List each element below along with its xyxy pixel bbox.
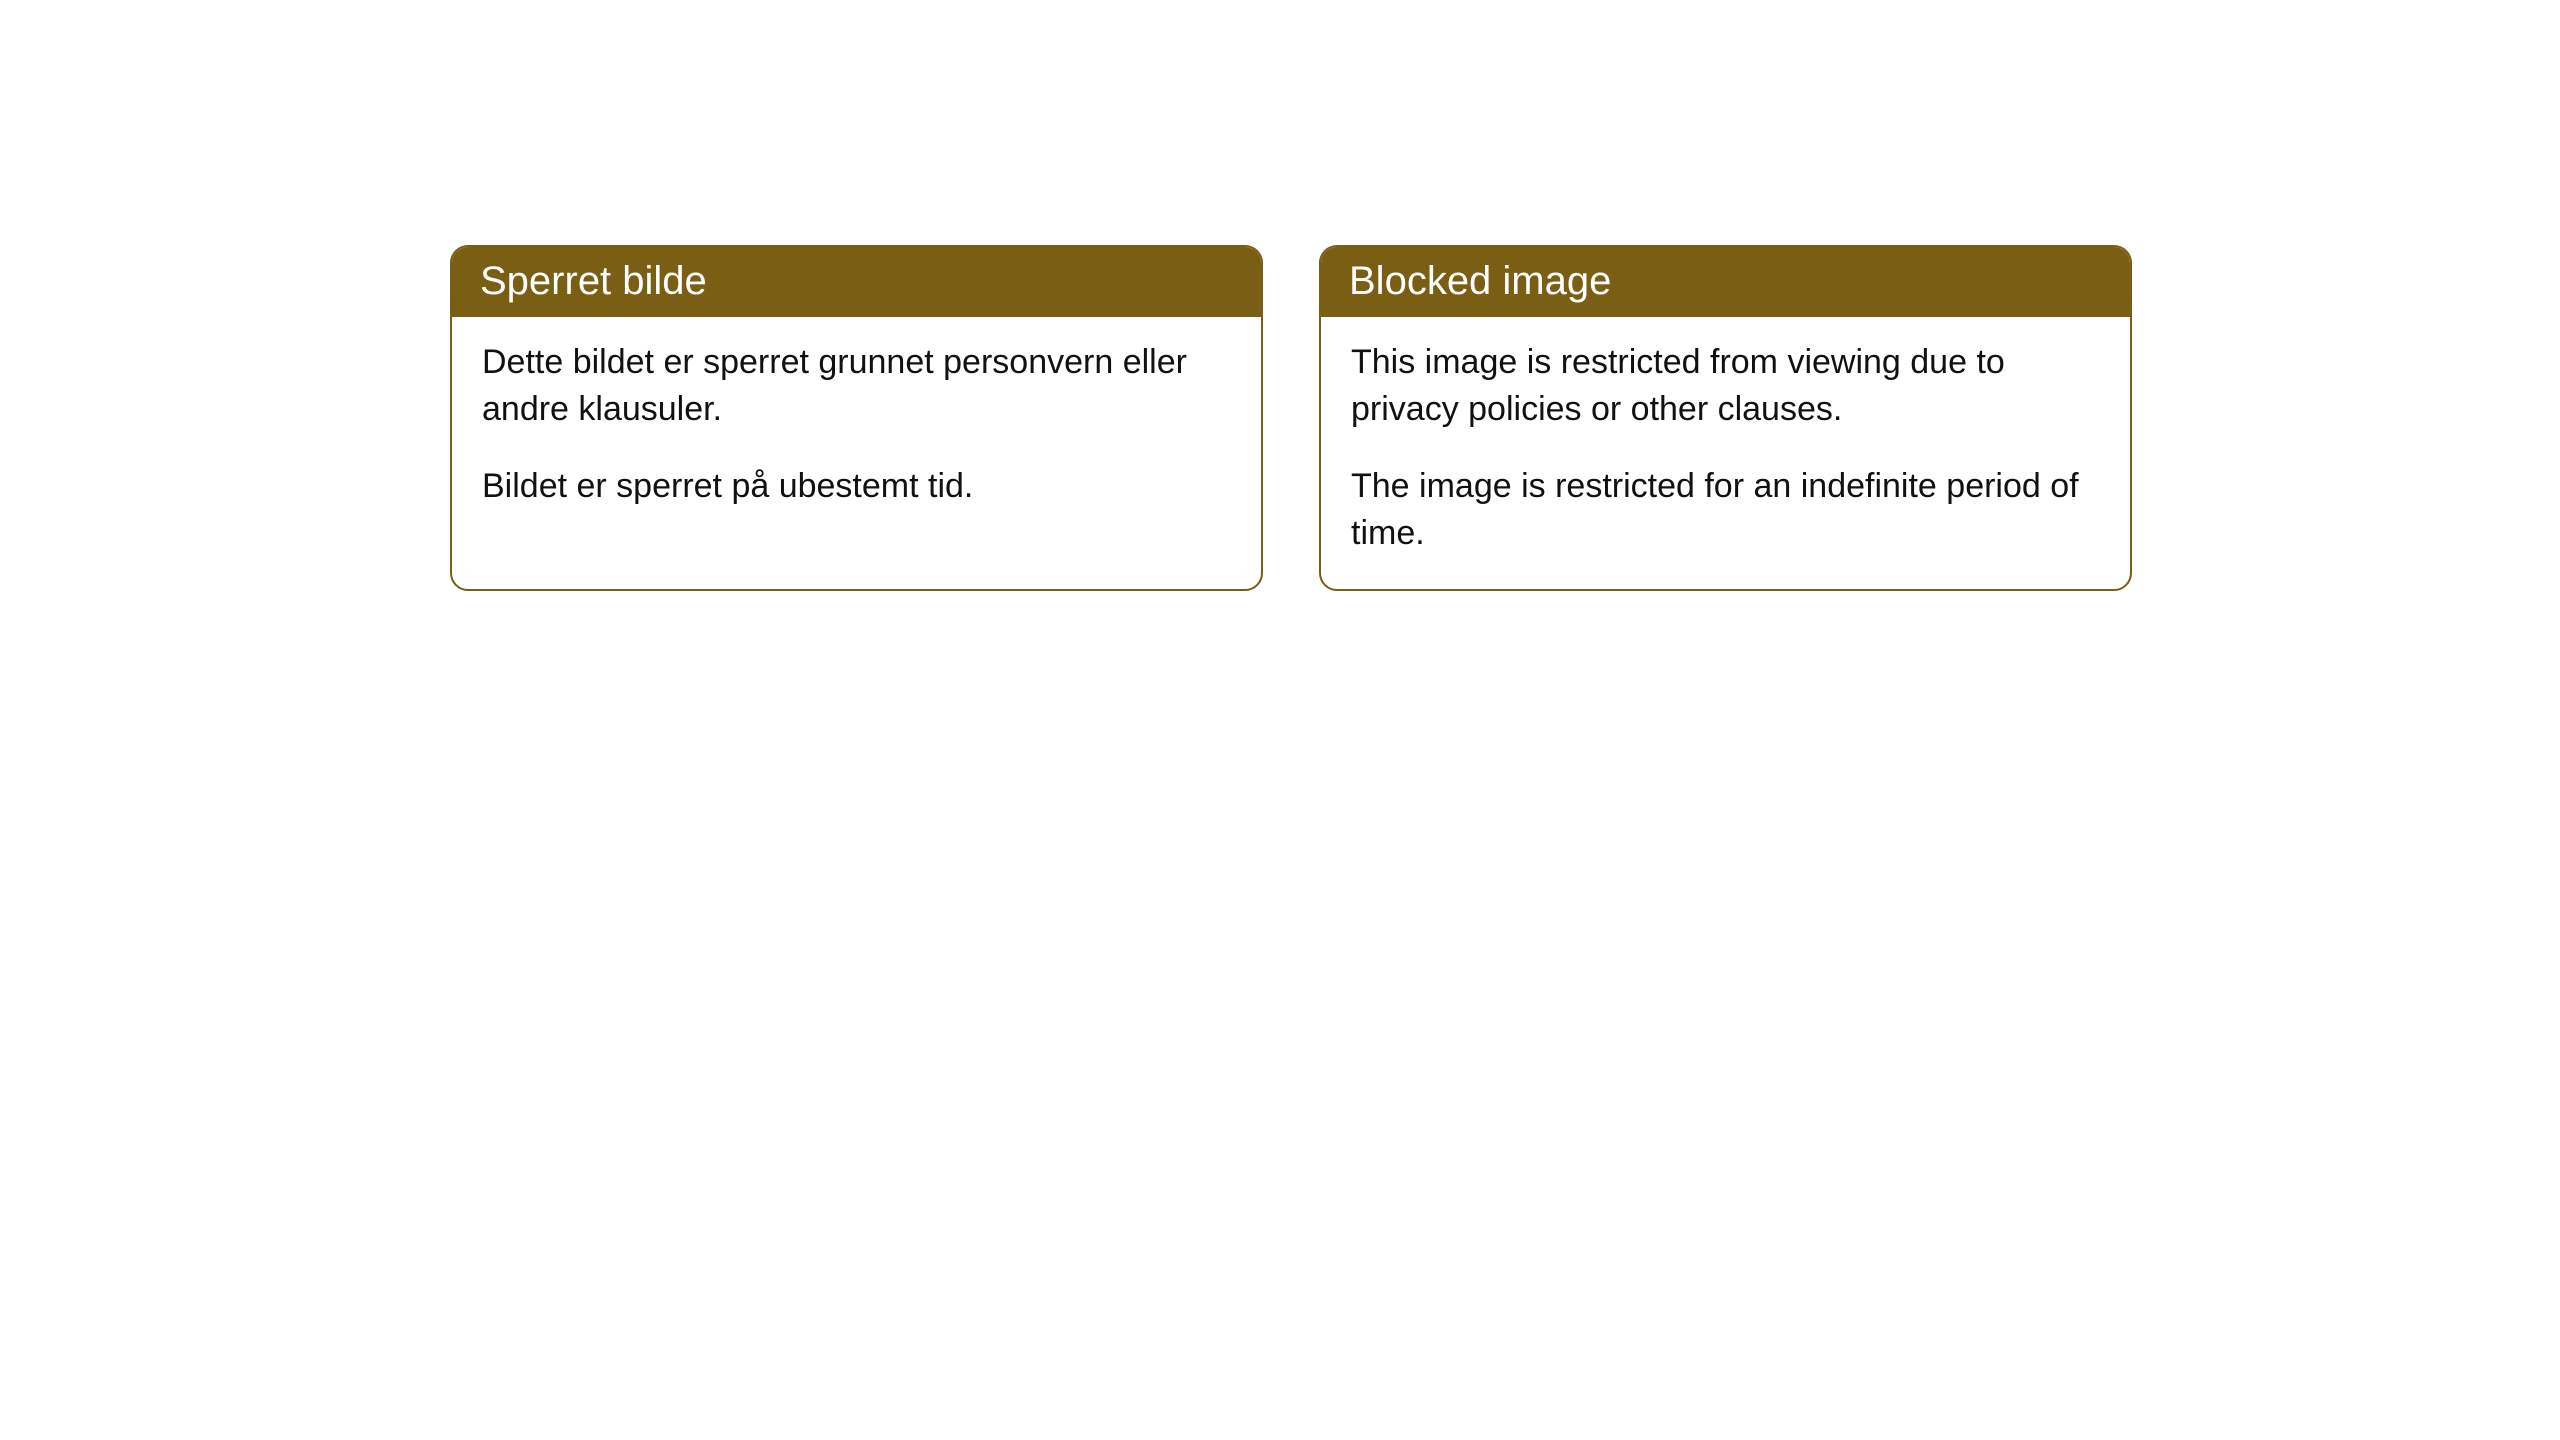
notice-card-norwegian: Sperret bilde Dette bildet er sperret gr… [450,245,1263,591]
notice-container: Sperret bilde Dette bildet er sperret gr… [450,245,2132,591]
notice-paragraph: Bildet er sperret på ubestemt tid. [482,463,1231,510]
notice-paragraph: This image is restricted from viewing du… [1351,339,2100,433]
notice-header: Blocked image [1321,247,2130,317]
notice-card-english: Blocked image This image is restricted f… [1319,245,2132,591]
notice-paragraph: The image is restricted for an indefinit… [1351,463,2100,557]
notice-header: Sperret bilde [452,247,1261,317]
notice-body: Dette bildet er sperret grunnet personve… [452,317,1261,542]
notice-body: This image is restricted from viewing du… [1321,317,2130,589]
notice-paragraph: Dette bildet er sperret grunnet personve… [482,339,1231,433]
